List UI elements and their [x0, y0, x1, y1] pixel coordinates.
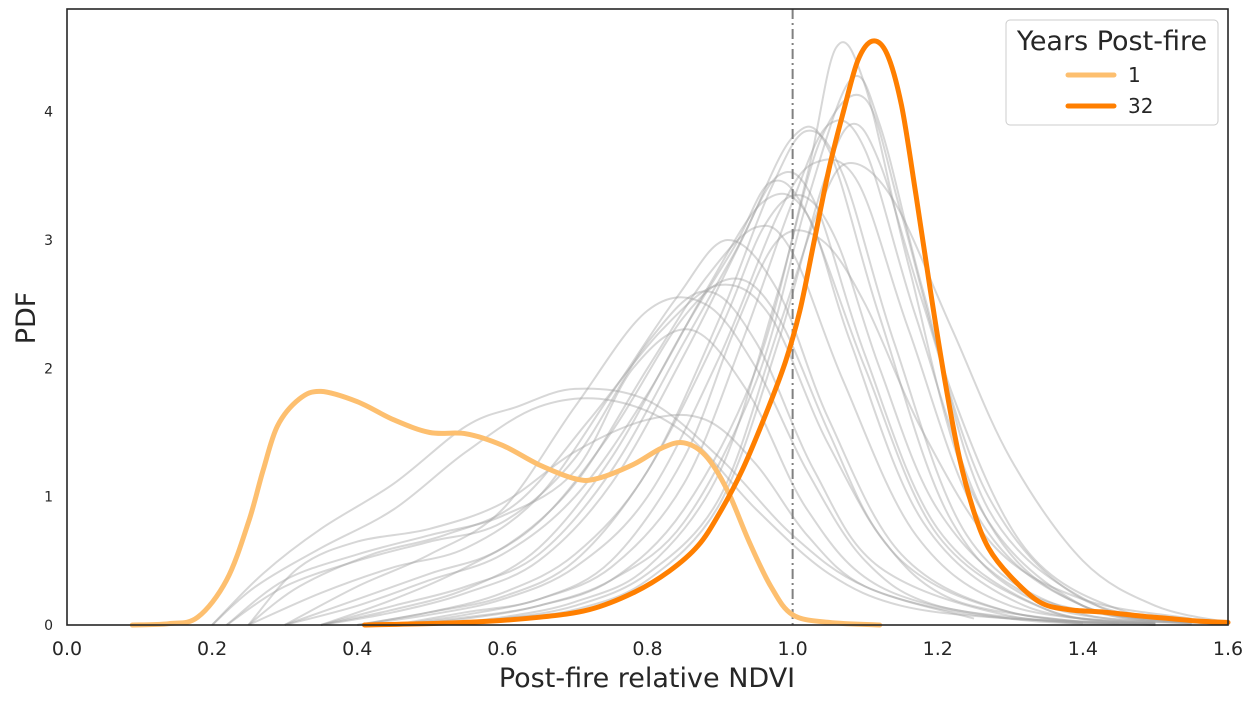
x-tick-label: 1.4 [1068, 638, 1098, 660]
plot-area [129, 9, 1231, 628]
background-series-line-1 [211, 397, 1156, 626]
x-tick-label: 0.4 [342, 638, 372, 660]
background-series-line-17 [429, 161, 1229, 626]
background-series-line-6 [247, 238, 1156, 626]
background-series-line-12 [357, 158, 1214, 626]
background-series-line-5 [247, 283, 1156, 626]
background-series-line-23 [320, 179, 1156, 626]
y-tick-label: 2 [44, 361, 53, 377]
series-line-1 [129, 388, 883, 628]
background-series-line-10 [320, 125, 1192, 626]
series-line-32 [362, 38, 1231, 628]
background-series-line-2 [211, 387, 1120, 626]
x-tick-labels: 0.0 0.2 0.4 0.6 0.8 1.0 1.2 1.4 1.6 [52, 638, 1243, 660]
y-tick-label: 1 [44, 490, 53, 506]
background-series-line-19 [320, 277, 1084, 626]
background-series-line-22 [357, 193, 1156, 626]
y-tick-label: 3 [44, 233, 53, 249]
legend: Years Post-fire 1 32 [1005, 19, 1219, 126]
legend-label-32: 32 [1128, 94, 1153, 118]
x-tick-label: 0.8 [632, 638, 662, 660]
background-series-group [211, 41, 1229, 626]
x-tick-label: 1.0 [778, 638, 808, 660]
background-series-line-4 [226, 290, 1156, 626]
background-series-line-21 [247, 413, 975, 626]
background-series-line-8 [284, 192, 1156, 626]
x-axis-label: Post-fire relative NDVI [499, 663, 795, 694]
background-series-line-7 [284, 224, 1156, 626]
y-tick-labels: 0 1 2 3 4 [44, 105, 53, 634]
background-series-line-15 [393, 74, 1214, 626]
plot-frame [66, 8, 1229, 626]
x-tick-label: 0.0 [52, 638, 82, 660]
background-series-line-3 [225, 328, 1156, 626]
background-series-line-11 [357, 129, 1192, 626]
y-tick-label: 4 [44, 105, 53, 121]
background-series-line-9 [320, 171, 1156, 626]
highlight-series-group [129, 38, 1231, 628]
legend-label-1: 1 [1128, 63, 1141, 87]
x-tick-label: 0.6 [487, 638, 517, 660]
background-series-line-13 [393, 119, 1214, 626]
x-tick-label: 1.2 [923, 638, 953, 660]
x-tick-label: 0.2 [197, 638, 227, 660]
background-series-line-16 [429, 93, 1229, 626]
legend-title: Years Post-fire [1016, 26, 1207, 57]
background-series-line-20 [284, 296, 1084, 626]
background-series-line-18 [393, 229, 1192, 626]
x-tick-label: 1.6 [1213, 638, 1243, 660]
y-axis-label: PDF [11, 292, 42, 345]
y-tick-label: 0 [44, 618, 53, 634]
background-series-line-14 [393, 41, 1214, 626]
